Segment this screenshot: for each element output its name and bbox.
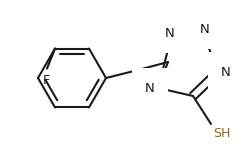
Text: F: F	[42, 74, 50, 87]
Text: N: N	[165, 27, 175, 40]
Text: N: N	[221, 66, 231, 78]
Text: N: N	[200, 23, 210, 36]
Text: SH: SH	[213, 127, 230, 140]
Text: N: N	[145, 82, 155, 94]
